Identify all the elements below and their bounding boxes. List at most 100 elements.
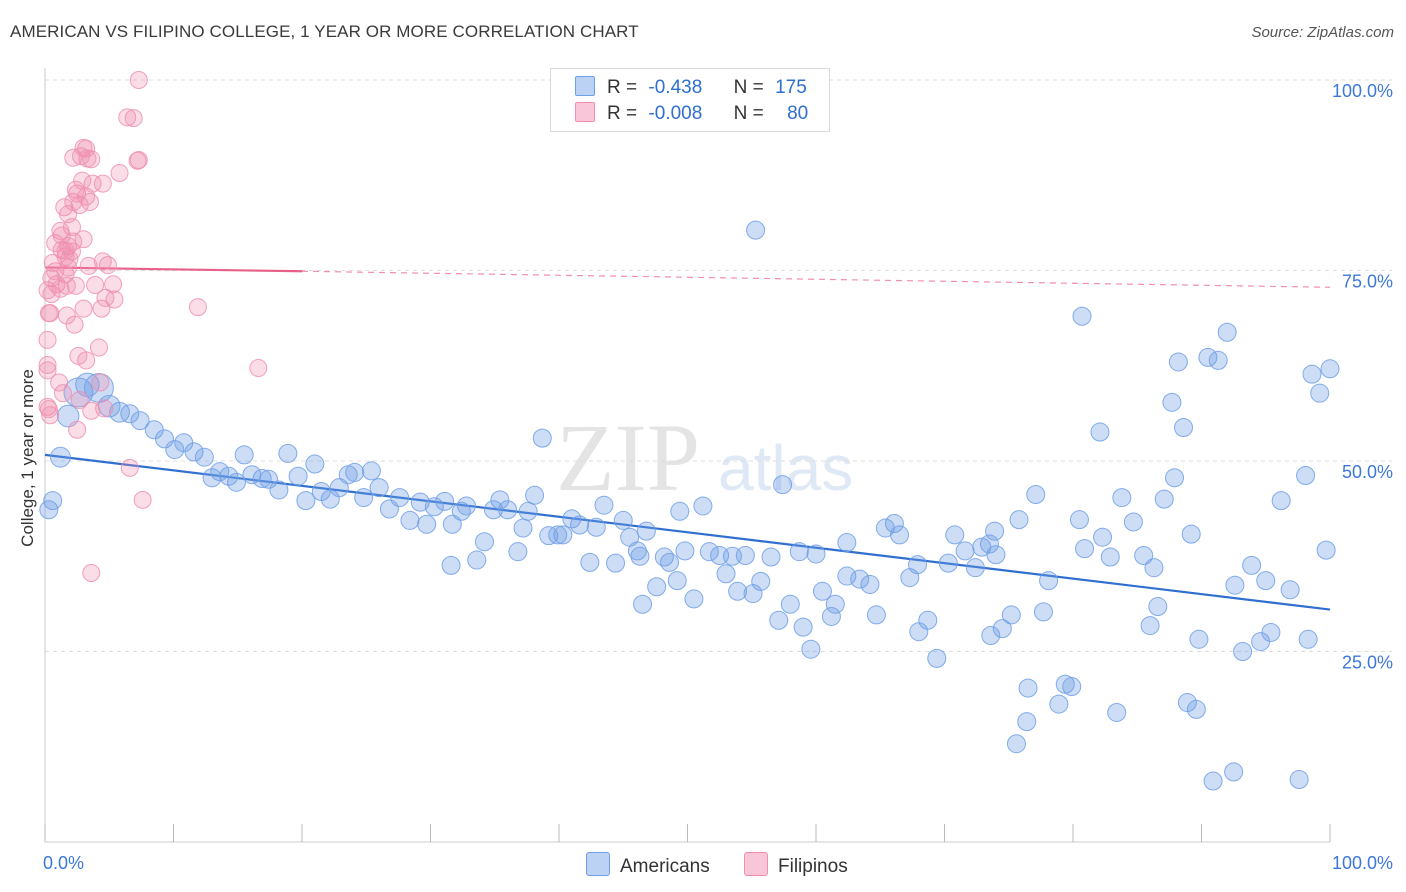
- americans-point: [955, 541, 975, 561]
- americans-point: [1186, 699, 1206, 719]
- filipinos-point: [64, 148, 83, 167]
- legend-row-americans: R = -0.438 N = 175: [575, 76, 807, 98]
- bottom-legend-americans: Americans: [586, 852, 710, 878]
- americans-point: [1256, 571, 1276, 591]
- filipinos-point: [128, 151, 147, 170]
- americans-point: [633, 594, 653, 614]
- americans-point: [1090, 422, 1110, 442]
- americans-point: [288, 466, 308, 486]
- source-label: Source: ZipAtlas.com: [1251, 24, 1394, 41]
- americans-point: [483, 500, 503, 520]
- americans-point: [981, 625, 1001, 645]
- americans-legend-label: Americans: [620, 856, 710, 877]
- americans-point: [660, 552, 680, 572]
- americans-point: [1217, 322, 1237, 342]
- americans-point: [850, 569, 870, 589]
- americans-point: [630, 546, 650, 566]
- americans-point: [1174, 417, 1194, 437]
- americans-point: [821, 606, 841, 626]
- y-tick-label: 100.0%: [1332, 81, 1393, 101]
- filipinos-point: [52, 226, 71, 245]
- americans-point: [43, 491, 63, 511]
- filipinos-point: [38, 355, 57, 374]
- grid: [45, 79, 1392, 652]
- filipinos-swatch: [575, 102, 595, 122]
- filipinos-point: [74, 230, 93, 249]
- filipinos-point: [93, 174, 112, 193]
- americans-point: [1069, 510, 1089, 530]
- americans-point: [442, 514, 462, 534]
- stats-legend: R = -0.438 N = 175 R = -0.008 N = 80: [550, 68, 830, 132]
- americans-point: [202, 468, 222, 488]
- americans-point: [532, 428, 552, 448]
- americans-point: [884, 513, 904, 533]
- americans-point: [986, 545, 1006, 565]
- americans-point: [1203, 771, 1223, 791]
- americans-point: [636, 521, 656, 541]
- watermark-atlas: atlas: [718, 432, 853, 504]
- americans-point: [1261, 622, 1281, 642]
- filipinos-point: [38, 361, 57, 380]
- americans-point: [586, 517, 606, 537]
- americans-point: [109, 401, 130, 423]
- americans-point: [647, 577, 667, 597]
- americans-point: [130, 411, 150, 431]
- americans-point: [965, 558, 985, 578]
- americans-point: [1134, 545, 1154, 565]
- filipinos-legend-label: Filipinos: [778, 856, 848, 877]
- americans-point: [1208, 350, 1228, 370]
- americans-point: [716, 564, 736, 584]
- filipinos-point: [129, 151, 148, 170]
- americans-point: [890, 525, 910, 545]
- filipinos-point: [53, 384, 72, 403]
- legend-r-label: R =: [607, 103, 638, 124]
- legend-row-filipinos: R = -0.008 N = 80: [575, 102, 808, 124]
- filipinos-point: [65, 315, 84, 334]
- filipinos-point: [38, 330, 57, 349]
- americans-point: [467, 550, 487, 570]
- americans-point: [654, 547, 674, 567]
- americans-point: [210, 462, 230, 482]
- americans-point: [670, 501, 690, 521]
- legend-n-label: N =: [733, 103, 764, 124]
- americans-point: [155, 429, 175, 449]
- filipinos-legend-swatch: [744, 852, 768, 876]
- filipinos-point: [66, 276, 85, 295]
- americans-point: [1181, 524, 1201, 544]
- filipinos-point: [124, 109, 143, 128]
- filipinos-trend-line: [44, 266, 303, 273]
- filipinos-point: [56, 265, 75, 284]
- bottom-legend-filipinos: Filipinos: [744, 852, 848, 878]
- filipinos-point: [120, 458, 139, 477]
- americans-point: [945, 525, 965, 545]
- americans-point: [269, 480, 289, 500]
- americans-point: [226, 472, 246, 492]
- americans-point: [305, 454, 325, 474]
- americans-point: [570, 515, 590, 535]
- americans-point: [296, 491, 316, 511]
- x-tick-label: 0.0%: [43, 853, 84, 873]
- americans-point: [474, 532, 494, 552]
- americans-r-value: -0.438: [648, 77, 703, 98]
- americans-point: [456, 496, 476, 516]
- americans-point: [743, 584, 763, 604]
- americans-point: [345, 462, 365, 482]
- americans-point: [825, 594, 845, 614]
- americans-point: [1033, 602, 1053, 622]
- americans-point: [369, 478, 389, 498]
- americans-point: [39, 500, 59, 520]
- americans-point: [513, 518, 533, 538]
- americans-point: [562, 509, 582, 529]
- americans-point: [773, 475, 793, 495]
- americans-point: [252, 469, 272, 489]
- americans-point: [1165, 468, 1185, 488]
- americans-point: [1140, 616, 1160, 636]
- chart-title: AMERICAN VS FILIPINO COLLEGE, 1 YEAR OR …: [10, 22, 639, 41]
- americans-point: [693, 496, 713, 516]
- americans-point: [1072, 306, 1092, 326]
- americans-point: [1310, 383, 1330, 403]
- americans-point: [278, 443, 298, 463]
- filipinos-point: [42, 269, 61, 288]
- americans-point: [667, 571, 687, 591]
